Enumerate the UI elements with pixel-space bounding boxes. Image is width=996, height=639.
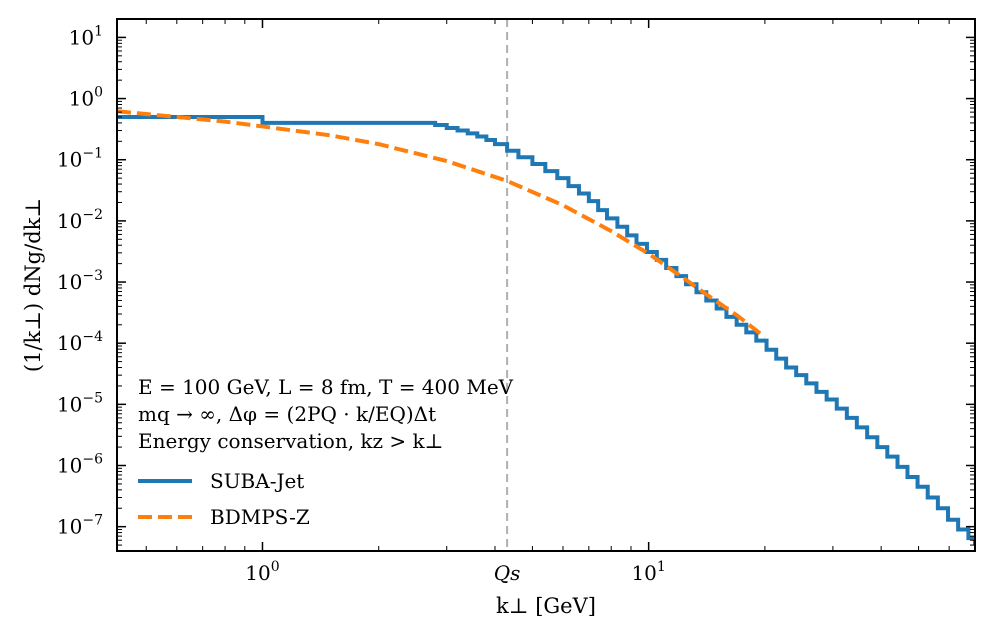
legend-label-bdmps-z: BDMPS-Z (210, 505, 310, 529)
y-tick-label: 101 (69, 23, 103, 49)
legend-label-suba-jet: SUBA-Jet (210, 469, 304, 493)
annotation-line-3: Energy conservation, kz > k⊥ (138, 429, 443, 453)
y-tick-label: 100 (69, 85, 103, 111)
annotation-line-2: mq → ∞, Δφ = (2PQ · k/EQ)Δt (138, 402, 436, 426)
x-axis-title: k⊥ [GeV] (496, 594, 596, 618)
y-tick-label: 10−4 (57, 329, 103, 355)
tick-layer (117, 18, 976, 552)
annotation-line-1: E = 100 GeV, L = 8 fm, T = 400 MeV (138, 375, 514, 399)
y-tick-label: 10−5 (57, 390, 103, 416)
x-tick-label: 101 (631, 559, 665, 585)
y-tick-label: 10−6 (57, 452, 103, 478)
x-tick-label: 100 (245, 559, 279, 585)
y-axis-title: (1/k⊥) dNg/dk⊥ (21, 198, 45, 372)
series-layer (117, 109, 975, 546)
y-tick-label: 10−1 (57, 146, 103, 172)
y-tick-label: 10−7 (57, 513, 103, 539)
y-tick-label: 10−3 (57, 268, 103, 294)
tick-label-layer: 101 100 10−1 10−2 10−3 10−4 10−5 10−6 10−7 100 101… (57, 23, 666, 585)
y-tick-label: 10−2 (57, 207, 103, 233)
qs-tick-label: Qs (494, 561, 521, 585)
series-line-bdmps-z (117, 109, 767, 339)
legend: SUBA-Jet BDMPS-Z (138, 469, 310, 529)
